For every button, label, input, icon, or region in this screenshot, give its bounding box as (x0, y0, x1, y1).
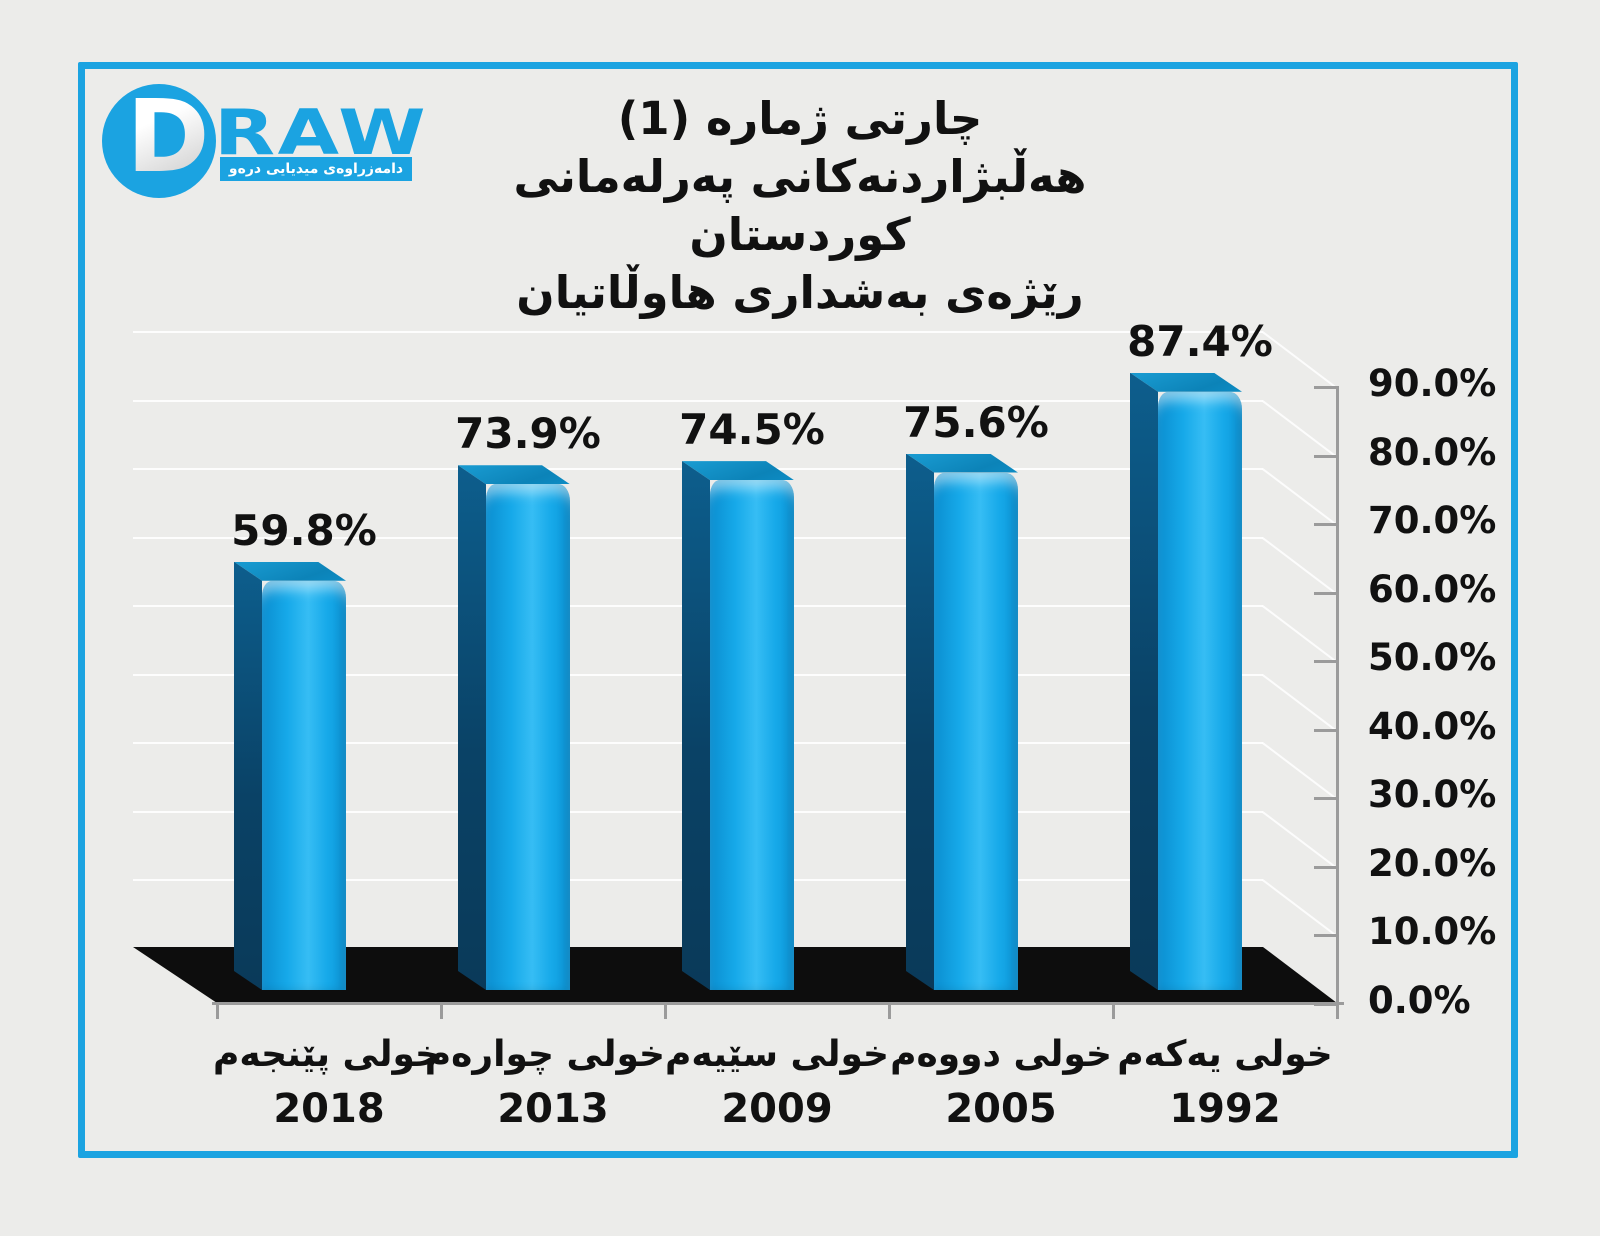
bar-side-face (458, 465, 486, 990)
logo-letter-d: D (118, 80, 218, 198)
x-axis-tick (888, 1004, 891, 1019)
y-tick-label: 0.0% (1368, 978, 1471, 1022)
logo-circle (102, 84, 216, 198)
x-category-label: خولی چوارەم (424, 1034, 665, 1075)
x-year-label: 2009 (721, 1086, 833, 1132)
gridline-sidewall (1261, 810, 1337, 869)
x-axis-tick (440, 1004, 443, 1019)
gridline-sidewall (1261, 742, 1337, 800)
y-tick-label: 40.0% (1368, 704, 1497, 748)
x-category-label: خولی یەکەم (1117, 1034, 1333, 1075)
y-axis-tick (1314, 386, 1338, 390)
page-border-frame (78, 62, 1518, 1158)
bar-value-label: 59.8% (231, 505, 377, 555)
bar-side-face (906, 454, 934, 990)
x-category-label: خولی دووەم (890, 1034, 1112, 1075)
x-axis-tick (1336, 1004, 1339, 1019)
bar-top-face (906, 454, 1018, 473)
bar-side-face (1130, 373, 1158, 990)
logo-raw-text: RAW (214, 96, 429, 169)
bar-value-label: 74.5% (679, 405, 825, 455)
bar (1158, 391, 1242, 990)
y-axis-tick (1314, 523, 1338, 527)
y-axis-tick (1314, 728, 1338, 732)
x-category-label: خولی پێنجەم (212, 1034, 441, 1075)
bar (934, 472, 1018, 990)
y-axis-tick (1314, 797, 1338, 801)
bar-top-face (1130, 373, 1242, 392)
bar (262, 580, 346, 990)
x-year-label: 2005 (945, 1086, 1057, 1132)
chart-title-line2: هەڵبژاردنەکانی پەرلەمانی کوردستان (513, 150, 1087, 261)
y-tick-label: 90.0% (1368, 362, 1497, 406)
bar (710, 480, 794, 990)
bar-side-face (682, 461, 710, 990)
bar-value-label: 75.6% (903, 397, 1049, 447)
y-tick-label: 70.0% (1368, 499, 1497, 543)
bar-value-label: 87.4% (1127, 316, 1273, 366)
bar-top-face (458, 465, 570, 484)
x-year-label: 1992 (1169, 1086, 1281, 1132)
chart-title-line1: چارتی ژماره (1) (617, 92, 983, 145)
bar-top-face (682, 461, 794, 480)
bar (486, 484, 570, 990)
chart-title-line3: رێژەی بەشداری هاوڵاتیان (516, 266, 1084, 319)
y-axis-tick (1314, 1002, 1338, 1006)
y-tick-label: 20.0% (1368, 841, 1497, 885)
chart-title: چارتی ژماره (1) هەڵبژاردنەکانی پەرلەمانی… (420, 90, 1180, 322)
y-tick-label: 50.0% (1368, 636, 1497, 680)
gridline-sidewall (1261, 536, 1337, 595)
gridline-sidewall (1261, 879, 1337, 937)
gridline (133, 399, 1263, 402)
gridline (133, 331, 1263, 334)
gridline-sidewall (1261, 399, 1337, 458)
y-axis-tick (1314, 934, 1338, 938)
y-tick-label: 60.0% (1368, 567, 1497, 611)
y-axis-tick (1314, 454, 1338, 458)
y-tick-label: 80.0% (1368, 430, 1497, 474)
y-axis-tick (1314, 660, 1338, 664)
bar-value-label: 73.9% (455, 409, 601, 459)
y-tick-label: 10.0% (1368, 910, 1497, 954)
y-tick-label: 30.0% (1368, 773, 1497, 817)
gridline-sidewall (1261, 673, 1337, 732)
gridline-sidewall (1261, 468, 1337, 526)
bar-side-face (234, 562, 262, 990)
x-year-label: 2018 (273, 1086, 385, 1132)
x-category-label: خولی سێیەم (665, 1034, 889, 1075)
y-axis-tick (1314, 865, 1338, 869)
gridline-sidewall (1261, 605, 1337, 663)
x-axis-tick (664, 1004, 667, 1019)
x-axis-line (212, 1002, 1344, 1005)
bar-top-face (234, 562, 346, 581)
x-axis-tick (1112, 1004, 1115, 1019)
logo-tagline: دامەزراوەی میدیایی درەو (220, 157, 412, 181)
x-axis-tick (216, 1004, 219, 1019)
x-year-label: 2013 (497, 1086, 609, 1132)
y-axis-tick (1314, 591, 1338, 595)
y-axis-line (1336, 386, 1339, 1005)
